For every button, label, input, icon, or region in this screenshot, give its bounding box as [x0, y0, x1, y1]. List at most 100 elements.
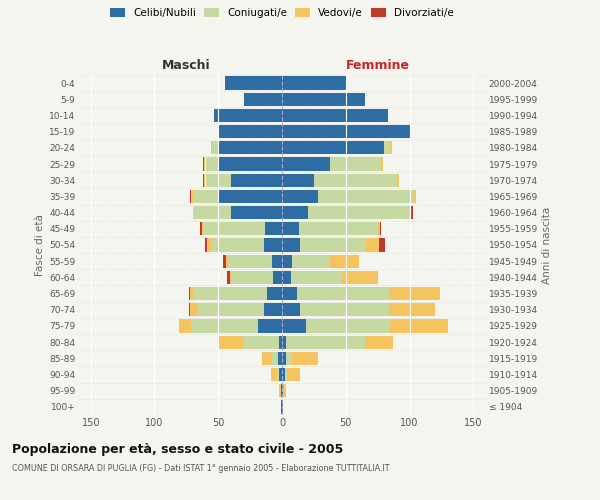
Bar	[191, 190, 193, 203]
Bar	[282, 384, 283, 398]
Bar	[203, 222, 265, 235]
Bar	[377, 222, 380, 235]
Bar	[282, 254, 292, 268]
Bar	[282, 400, 283, 413]
Bar	[282, 336, 286, 349]
Bar	[282, 190, 318, 203]
Bar	[282, 206, 308, 220]
Bar	[207, 238, 211, 252]
Bar	[277, 368, 280, 381]
Bar	[280, 336, 282, 349]
Bar	[291, 270, 342, 284]
Bar	[284, 368, 287, 381]
Bar	[231, 174, 282, 187]
Bar	[189, 287, 190, 300]
Bar	[218, 336, 244, 349]
Bar	[206, 158, 218, 170]
Bar	[204, 174, 206, 187]
Bar	[306, 320, 391, 332]
Bar	[389, 303, 435, 316]
Text: COMUNE DI ORSARA DI PUGLIA (FG) - Dati ISTAT 1° gennaio 2005 - Elaborazione TUTT: COMUNE DI ORSARA DI PUGLIA (FG) - Dati I…	[12, 464, 389, 473]
Bar	[292, 352, 318, 365]
Bar	[365, 336, 393, 349]
Bar	[391, 141, 392, 154]
Bar	[203, 174, 204, 187]
Bar	[218, 125, 282, 138]
Bar	[265, 222, 282, 235]
Bar	[282, 158, 331, 170]
Bar	[271, 368, 277, 381]
Bar	[190, 287, 194, 300]
Bar	[380, 222, 382, 235]
Bar	[282, 92, 365, 106]
Bar	[282, 270, 291, 284]
Bar	[292, 254, 331, 268]
Bar	[410, 206, 413, 220]
Bar	[272, 254, 282, 268]
Bar	[202, 222, 203, 235]
Bar	[204, 158, 206, 170]
Bar	[212, 141, 218, 154]
Bar	[218, 190, 282, 203]
Bar	[191, 320, 258, 332]
Bar	[227, 270, 230, 284]
Bar	[203, 158, 204, 170]
Bar	[214, 109, 282, 122]
Bar	[272, 352, 278, 365]
Bar	[244, 336, 280, 349]
Bar	[190, 303, 198, 316]
Bar	[226, 254, 229, 268]
Bar	[384, 141, 391, 154]
Bar	[379, 238, 385, 252]
Bar	[198, 303, 264, 316]
Bar	[206, 238, 207, 252]
Bar	[282, 109, 388, 122]
Bar	[218, 158, 282, 170]
Bar	[282, 76, 346, 90]
Bar	[308, 206, 410, 220]
Bar	[282, 368, 284, 381]
Bar	[282, 303, 300, 316]
Bar	[244, 92, 282, 106]
Bar	[286, 352, 292, 365]
Bar	[331, 254, 359, 268]
Bar	[282, 222, 299, 235]
Bar	[190, 190, 191, 203]
Bar	[211, 238, 264, 252]
Bar	[280, 384, 281, 398]
Bar	[264, 238, 282, 252]
Y-axis label: Anni di nascita: Anni di nascita	[542, 206, 552, 284]
Text: Maschi: Maschi	[162, 60, 211, 72]
Bar	[278, 352, 282, 365]
Bar	[282, 174, 314, 187]
Bar	[229, 254, 272, 268]
Bar	[281, 400, 282, 413]
Bar	[299, 222, 377, 235]
Bar	[331, 158, 382, 170]
Bar	[193, 206, 231, 220]
Bar	[267, 287, 282, 300]
Bar	[231, 206, 282, 220]
Text: Femmine: Femmine	[346, 60, 410, 72]
Bar	[223, 254, 226, 268]
Legend: Celibi/Nubili, Coniugati/e, Vedovi/e, Divorziati/e: Celibi/Nubili, Coniugati/e, Vedovi/e, Di…	[110, 8, 454, 18]
Y-axis label: Fasce di età: Fasce di età	[35, 214, 45, 276]
Bar	[382, 158, 383, 170]
Bar	[232, 270, 273, 284]
Bar	[283, 384, 286, 398]
Bar	[189, 303, 190, 316]
Bar	[314, 174, 397, 187]
Bar	[179, 320, 191, 332]
Bar	[286, 336, 365, 349]
Bar	[282, 238, 300, 252]
Bar	[280, 368, 282, 381]
Bar	[391, 320, 448, 332]
Bar	[211, 141, 212, 154]
Bar	[193, 190, 218, 203]
Bar	[397, 174, 400, 187]
Bar	[287, 368, 300, 381]
Bar	[264, 303, 282, 316]
Bar	[342, 270, 377, 284]
Bar	[258, 320, 282, 332]
Bar	[282, 320, 306, 332]
